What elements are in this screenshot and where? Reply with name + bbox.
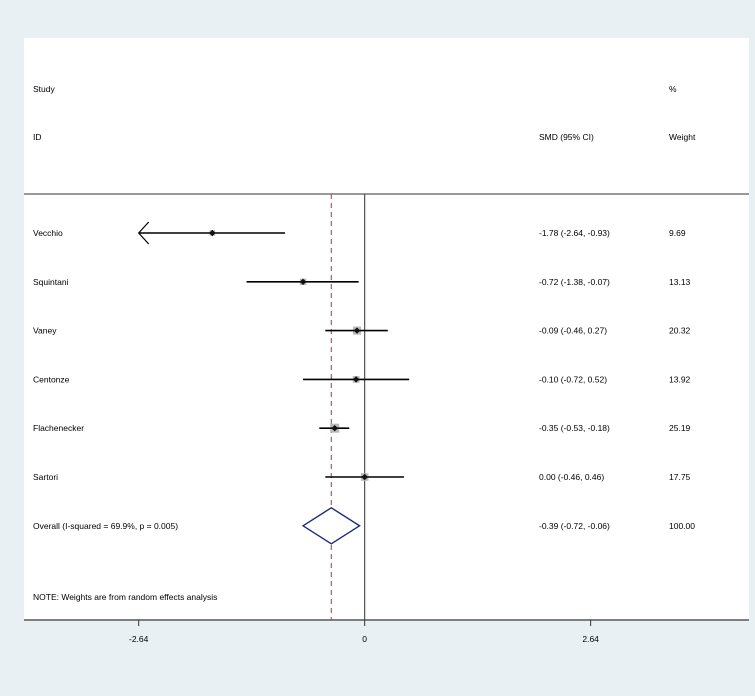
plot-marks: Vecchio -1.78 (-2.64, -0.93) 9.69 Squintani… [33, 194, 695, 644]
study-name: Sartori [33, 472, 58, 482]
weight-label: 13.92 [669, 374, 691, 384]
weight-label: 9.69 [669, 228, 686, 238]
overall-name: Overall (I-squared = 69.9%, p = 0.005) [33, 521, 178, 531]
study-name: Centonze [33, 374, 70, 384]
point-estimate [352, 376, 360, 383]
weight-label: 25.19 [669, 423, 691, 433]
weight-header-line1: % [669, 84, 677, 94]
study-header-line2: ID [33, 132, 42, 142]
point-estimate [209, 229, 216, 237]
overall-effect-label: -0.39 (-0.72, -0.06) [539, 521, 610, 531]
ci-clip-arrow [137, 221, 150, 245]
effect-header: SMD (95% CI) [539, 132, 594, 142]
plot-background [24, 38, 749, 621]
effect-ci-label: -0.09 (-0.46, 0.27) [539, 326, 607, 336]
weight-label: 17.75 [669, 472, 691, 482]
point-estimate [331, 425, 338, 432]
effect-ci-label: -0.35 (-0.53, -0.18) [539, 423, 610, 433]
point-estimate [353, 327, 361, 334]
x-tick-label: -2.64 [129, 634, 149, 644]
weight-label: 20.32 [669, 326, 691, 336]
effect-ci-label: 0.00 (-0.46, 0.46) [539, 472, 604, 482]
study-name: Squintani [33, 277, 69, 287]
footnote: NOTE: Weights are from random effects an… [33, 592, 217, 602]
weight-header-line2: Weight [669, 132, 696, 142]
study-name: Flachenecker [33, 423, 84, 433]
effect-ci-label: -0.72 (-1.38, -0.07) [539, 277, 610, 287]
study-header-line1: Study [33, 84, 55, 94]
weight-label: 13.13 [669, 277, 691, 287]
overall-diamond [301, 506, 361, 545]
point-estimate [361, 473, 368, 481]
x-tick-label: 0 [362, 634, 367, 644]
study-name: Vaney [33, 326, 57, 336]
overall-weight-label: 100.00 [669, 521, 695, 531]
effect-ci-label: -1.78 (-2.64, -0.93) [539, 228, 610, 238]
point-estimate [299, 278, 307, 285]
effect-ci-label: -0.10 (-0.72, 0.52) [539, 374, 607, 384]
study-name: Vecchio [33, 228, 63, 238]
x-tick-label: 2.64 [582, 634, 599, 644]
